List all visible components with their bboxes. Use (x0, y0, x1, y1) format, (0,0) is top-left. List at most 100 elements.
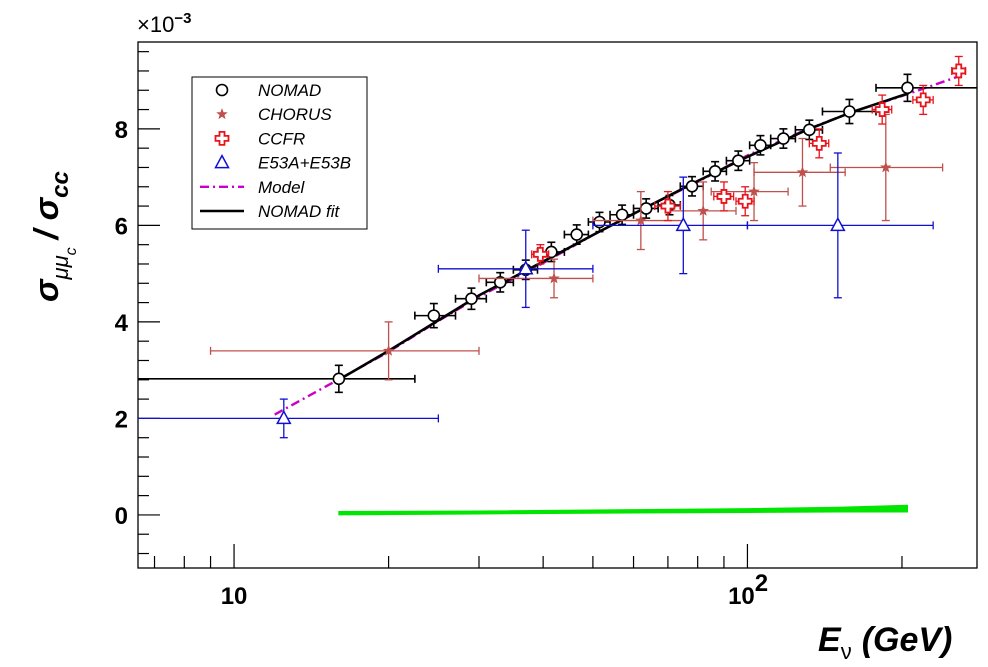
data-point (725, 150, 751, 172)
legend-label: Model (258, 178, 306, 197)
circle-marker (708, 165, 722, 178)
legend: NOMAD CHORUS CCFR E53A+E53B Model NOMAD fit (191, 76, 368, 230)
star-marker (635, 214, 647, 226)
data-point (794, 119, 824, 141)
circle-marker (639, 202, 653, 215)
legend-label: E53A+E53B (258, 154, 351, 173)
legend-label: CCFR (258, 129, 305, 148)
data-point (875, 73, 977, 103)
data-point (563, 224, 590, 245)
star-marker (748, 185, 760, 197)
star-marker (382, 344, 395, 356)
cross-marker (532, 246, 548, 262)
data-point (871, 94, 893, 125)
data-point (808, 128, 830, 159)
triangle-marker (214, 154, 230, 169)
cross-marker (716, 189, 732, 204)
data-point (702, 160, 728, 182)
y-tick-label: 6 (115, 213, 128, 240)
data-point (746, 152, 934, 299)
data-point (829, 113, 944, 222)
data-point (679, 175, 704, 197)
data-points (138, 55, 977, 439)
circle-marker (332, 372, 346, 386)
cross-marker (214, 131, 230, 146)
data-point (478, 258, 594, 299)
data-point (437, 229, 594, 309)
cross-marker (874, 102, 890, 117)
legend-entry: Model (200, 178, 306, 197)
star-marker (216, 108, 228, 120)
data-point (454, 287, 488, 311)
series-ccfr (531, 55, 967, 265)
data-point (609, 204, 635, 226)
circle-marker (803, 123, 816, 137)
circle-marker (732, 154, 745, 168)
circle-marker (901, 81, 914, 95)
legend-entry: NOMAD (215, 81, 321, 100)
circle-marker (493, 276, 507, 289)
data-point (912, 84, 934, 116)
circle-marker (427, 309, 441, 322)
cross-marker (737, 193, 753, 209)
data-point (735, 186, 755, 217)
star-marker (880, 161, 892, 173)
legend-label: NOMAD (258, 81, 321, 100)
plot-frame (137, 41, 978, 569)
y-tick-label: 2 (115, 406, 128, 433)
cross-marker (951, 63, 967, 79)
curves (274, 74, 961, 516)
legend-label: CHORUS (258, 105, 332, 124)
data-point (753, 137, 846, 207)
data-point (531, 244, 550, 265)
star-marker (796, 166, 809, 178)
data-point (485, 271, 515, 293)
data-point (769, 128, 797, 149)
data-point (713, 181, 735, 212)
circle-marker (754, 138, 767, 152)
circle-marker (777, 132, 790, 145)
y-tick-label: 8 (115, 117, 128, 144)
y-multiplier: ×10−3 (137, 10, 191, 37)
cross-marker (660, 198, 676, 214)
data-point (748, 134, 772, 156)
x-tick-exponent: 2 (755, 570, 768, 597)
legend-entry: CCFR (214, 129, 305, 148)
legend-label: NOMAD fit (258, 202, 341, 221)
triangle-marker (276, 409, 292, 425)
data-point (414, 302, 457, 329)
y-axis-title: σμμc/ σcc (28, 171, 80, 302)
data-point (138, 398, 439, 439)
data-point (654, 190, 681, 222)
legend-entry: E53A+E53B (214, 154, 351, 173)
circle-marker (215, 83, 229, 97)
model-curve (274, 74, 961, 416)
circle-marker (465, 292, 478, 306)
triangle-marker (830, 216, 846, 232)
x-tick-label: 10 (728, 583, 755, 610)
data-point (138, 364, 416, 394)
cross-marker (811, 135, 827, 151)
uncertainty-band (338, 504, 908, 516)
y-tick-label: 4 (115, 310, 129, 337)
x-axis-title: Eν (GeV) (818, 621, 952, 664)
circle-marker (615, 208, 629, 222)
triangle-marker (675, 216, 692, 232)
cross-marker (915, 92, 931, 108)
y-tick-label: 0 (115, 503, 128, 530)
legend-entry: CHORUS (216, 105, 332, 124)
data-point (209, 321, 480, 381)
circle-marker (570, 228, 584, 241)
data-point (592, 176, 749, 275)
x-tick-label: 10 (221, 583, 248, 610)
circle-marker (843, 105, 856, 118)
circle-marker (685, 179, 699, 193)
star-marker (548, 272, 560, 284)
triangle-marker (517, 260, 534, 275)
legend-entry: NOMAD fit (200, 202, 341, 221)
star-marker (697, 204, 709, 216)
series-e53a-e53b (138, 152, 934, 439)
data-point (951, 55, 967, 87)
